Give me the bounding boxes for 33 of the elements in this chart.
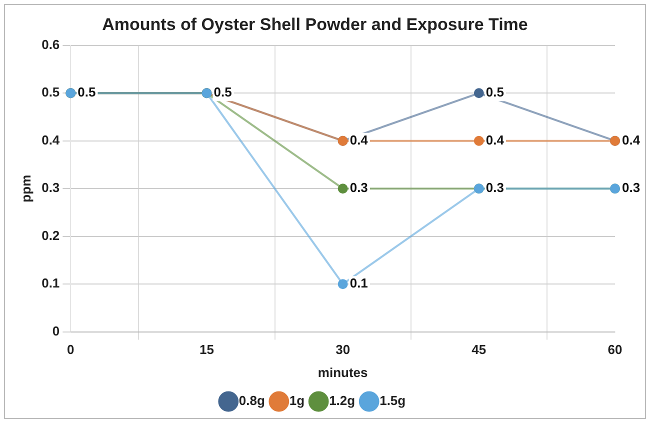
data-label: 0.5 xyxy=(78,84,96,100)
chart-title: Amounts of Oyster Shell Powder and Exposure Time xyxy=(102,14,528,34)
y-axis-title: ppm xyxy=(18,174,34,202)
point xyxy=(338,184,348,194)
x-tick-label: 15 xyxy=(200,342,214,358)
y-tick-label: 0 xyxy=(52,323,60,338)
x-tick-label: 60 xyxy=(608,342,622,358)
y-tick-label: 0.2 xyxy=(42,228,60,243)
x-tick-label: 0 xyxy=(67,342,74,358)
y-tick-label: 0.6 xyxy=(42,36,60,52)
legend-label: 1.5g xyxy=(380,393,406,408)
data-label: 0.4 xyxy=(486,132,505,148)
data-label: 0.3 xyxy=(622,180,640,196)
y-tick-label: 0.3 xyxy=(42,180,60,196)
data-label: 0.3 xyxy=(350,180,368,196)
data-label: 0.1 xyxy=(350,276,368,291)
point xyxy=(474,88,484,98)
x-axis-title: minutes xyxy=(318,364,368,380)
legend-label: 1g xyxy=(289,393,305,408)
legend-label: 0.8g xyxy=(238,393,265,408)
data-label: 0.4 xyxy=(622,132,641,148)
y-tick-label: 0.5 xyxy=(42,84,60,100)
x-tick-label: 30 xyxy=(336,342,350,358)
point xyxy=(338,279,348,290)
point xyxy=(474,136,484,146)
data-label: 0.5 xyxy=(486,84,504,100)
data-label: 0.4 xyxy=(350,132,369,148)
data-label: 0.5 xyxy=(214,84,232,100)
y-tick-label: 0.1 xyxy=(42,276,60,291)
x-tick-label: 45 xyxy=(472,342,486,358)
y-tick-label: 0.4 xyxy=(42,132,60,148)
data-label: 0.3 xyxy=(486,180,504,196)
legend-label: 1.2g xyxy=(329,393,356,408)
